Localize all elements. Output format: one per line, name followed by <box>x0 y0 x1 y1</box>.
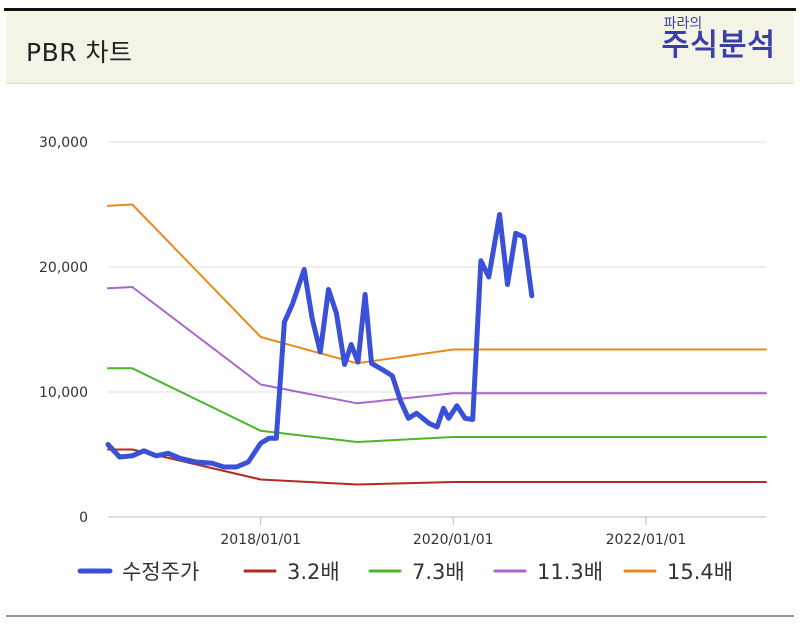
y-tick-label: 0 <box>79 510 88 526</box>
top-border <box>0 0 800 11</box>
logo-small-text: 파라의 <box>663 16 703 32</box>
bottom-border <box>6 615 794 617</box>
logo-big-text: 주식분석 <box>661 28 776 63</box>
series-line <box>107 367 767 443</box>
legend-label: 11.3배 <box>537 560 603 584</box>
brand-logo: 파라의 주식분석 <box>662 17 776 61</box>
legend-label: 수정주가 <box>122 560 199 584</box>
pbr-chart-area: 0 10,000 20,000 30,000 2018/01/01 2020/01/01 2… <box>0 84 800 614</box>
y-tick-label: 20,000 <box>39 260 88 276</box>
x-tick-label: 2020/01/01 <box>413 532 494 548</box>
legend-label: 7.3배 <box>412 560 465 584</box>
page-title: PBR 차트 <box>26 38 133 67</box>
y-tick-label: 30,000 <box>39 135 88 151</box>
pbr-chart: 0 10,000 20,000 30,000 2018/01/01 2020/01/01 2… <box>39 135 767 584</box>
series-line <box>107 448 767 486</box>
series-line <box>107 286 767 405</box>
x-tick-label: 2022/01/01 <box>606 532 687 548</box>
x-tick-label: 2018/01/01 <box>220 532 301 548</box>
series-line <box>105 212 535 470</box>
legend-label: 3.2배 <box>287 560 340 584</box>
series-line <box>107 203 767 365</box>
y-tick-label: 10,000 <box>39 385 88 401</box>
legend-label: 15.4배 <box>667 560 733 584</box>
chart-header: PBR 차트 파라의 주식분석 <box>6 11 794 84</box>
